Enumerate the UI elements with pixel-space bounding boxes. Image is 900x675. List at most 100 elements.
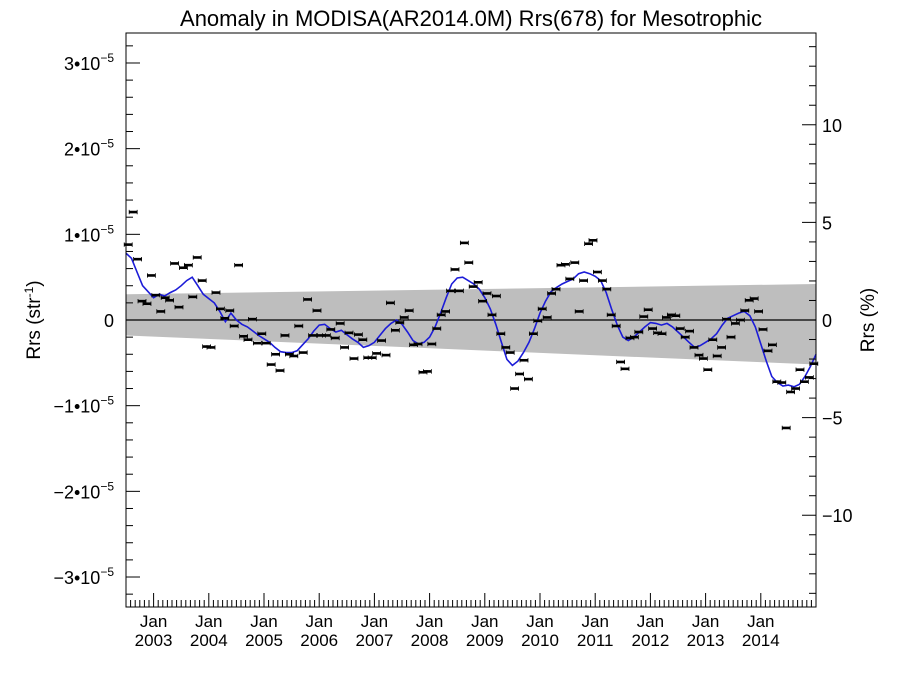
data-point xyxy=(372,351,382,356)
data-point-marker xyxy=(414,342,423,346)
data-point-marker xyxy=(358,338,367,342)
data-point-marker xyxy=(630,335,639,339)
data-point-marker xyxy=(308,334,317,337)
data-point-marker xyxy=(142,302,151,306)
data-point xyxy=(786,389,796,395)
data-point-marker xyxy=(395,321,404,324)
y-tick-label-base: −2•10 xyxy=(53,482,100,502)
data-point xyxy=(712,353,722,359)
data-point xyxy=(381,352,391,358)
y-axis-label-superscript: -1 xyxy=(22,286,36,297)
x-tick-label-month: Jan xyxy=(581,612,608,631)
data-point-marker xyxy=(188,295,197,299)
data-point-marker xyxy=(349,357,358,360)
data-point-marker xyxy=(391,328,400,332)
data-point-marker xyxy=(671,314,680,318)
data-point-marker xyxy=(782,426,791,430)
data-point-marker xyxy=(726,335,735,339)
data-point xyxy=(395,320,405,325)
uncertainty-band xyxy=(126,284,816,365)
data-point xyxy=(533,318,543,324)
data-point xyxy=(570,260,580,265)
x-tick-label-month: Jan xyxy=(416,612,443,631)
data-point-marker xyxy=(418,370,427,374)
data-point-marker xyxy=(681,335,690,339)
x-tick-label-month: Jan xyxy=(692,612,719,631)
data-point-marker xyxy=(607,313,616,317)
data-point-marker xyxy=(409,343,418,347)
y-tick-label-exponent: −5 xyxy=(100,394,114,408)
data-point-marker xyxy=(492,294,501,298)
data-point-marker xyxy=(506,351,515,354)
data-point xyxy=(524,376,533,382)
data-point xyxy=(174,304,184,310)
y-tick-label-base: 2•10 xyxy=(64,140,100,160)
data-point xyxy=(257,331,267,336)
data-point xyxy=(353,332,363,337)
data-point-marker xyxy=(427,342,436,346)
data-point-marker xyxy=(400,316,409,319)
data-point-marker xyxy=(455,289,464,293)
data-point-marker xyxy=(276,369,285,372)
data-point xyxy=(188,294,198,300)
data-point-marker xyxy=(754,310,763,313)
data-point-marker xyxy=(547,292,556,295)
data-point-marker xyxy=(565,277,574,281)
data-point-marker xyxy=(377,339,386,342)
y2-tick-label: 10 xyxy=(822,116,842,136)
x-tick-label-month: Jan xyxy=(747,612,774,631)
data-point-marker xyxy=(538,307,547,311)
data-point xyxy=(220,316,230,321)
uncertainty-band-layer xyxy=(126,284,816,365)
data-point xyxy=(234,262,244,268)
data-point-marker xyxy=(124,243,133,246)
x-tick-label-year: 2008 xyxy=(411,631,449,650)
data-point xyxy=(491,293,501,299)
data-point-marker xyxy=(722,317,731,321)
data-point xyxy=(547,291,556,296)
data-point-marker xyxy=(303,298,312,301)
x-tick-label-month: Jan xyxy=(140,612,167,631)
data-point-marker xyxy=(529,332,538,336)
data-point xyxy=(735,317,745,323)
data-point xyxy=(588,238,598,243)
data-point xyxy=(685,328,694,334)
data-point-marker xyxy=(639,315,648,318)
data-point xyxy=(455,288,464,294)
y-axis-label-base: Rrs (str xyxy=(24,297,45,360)
data-point xyxy=(252,340,262,346)
x-tick-label-month: Jan xyxy=(637,612,664,631)
data-point xyxy=(399,315,409,320)
data-point xyxy=(551,286,561,292)
data-point xyxy=(156,309,166,314)
y-tick-label-base: 0 xyxy=(104,311,114,331)
data-point-marker xyxy=(469,285,478,288)
data-points-layer xyxy=(123,209,819,431)
data-point-marker xyxy=(271,352,280,356)
data-point-marker xyxy=(165,298,174,302)
x-axis: Jan2003Jan2004Jan2005Jan2006Jan2007Jan20… xyxy=(125,593,817,650)
data-point-marker xyxy=(561,263,570,266)
data-point-marker xyxy=(667,313,676,317)
data-point-marker xyxy=(138,299,147,303)
data-point xyxy=(629,334,639,340)
x-tick-label-month: Jan xyxy=(361,612,388,631)
data-point-marker xyxy=(170,262,179,265)
data-point-marker xyxy=(510,387,519,390)
data-point xyxy=(606,312,616,318)
data-point-marker xyxy=(147,274,156,277)
data-point-marker xyxy=(450,268,459,271)
x-tick-label-month: Jan xyxy=(250,612,277,631)
data-point xyxy=(643,307,653,312)
y2-tick-label: −5 xyxy=(822,409,843,429)
x-tick-label-year: 2004 xyxy=(190,631,228,650)
x-tick-label-year: 2006 xyxy=(300,631,338,650)
data-point-marker xyxy=(326,328,335,331)
data-point xyxy=(367,355,377,360)
data-point-marker xyxy=(151,293,160,297)
data-point xyxy=(698,356,708,361)
data-point xyxy=(271,352,280,357)
data-point xyxy=(349,356,359,361)
data-point-marker xyxy=(588,239,597,242)
